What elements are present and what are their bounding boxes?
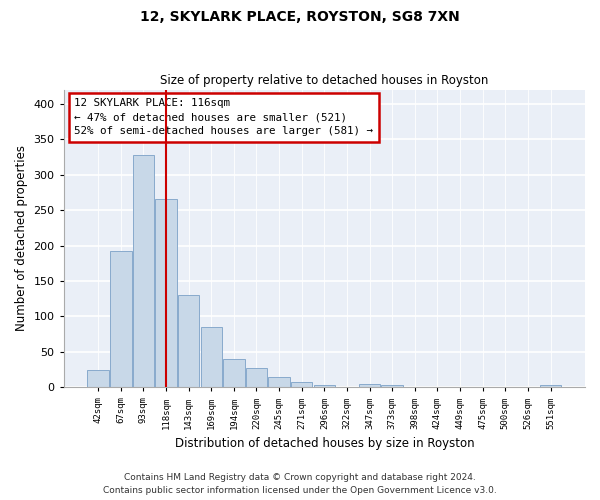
Bar — [268, 378, 290, 388]
Bar — [291, 382, 313, 388]
Bar — [314, 384, 335, 388]
Bar — [155, 200, 177, 388]
Bar — [404, 386, 425, 388]
Text: 12 SKYLARK PLACE: 116sqm
← 47% of detached houses are smaller (521)
52% of semi-: 12 SKYLARK PLACE: 116sqm ← 47% of detach… — [74, 98, 373, 136]
Bar — [133, 155, 154, 388]
Text: Contains HM Land Registry data © Crown copyright and database right 2024.
Contai: Contains HM Land Registry data © Crown c… — [103, 474, 497, 495]
Bar — [178, 295, 199, 388]
Bar — [359, 384, 380, 388]
X-axis label: Distribution of detached houses by size in Royston: Distribution of detached houses by size … — [175, 437, 474, 450]
Bar — [110, 251, 131, 388]
Bar — [200, 327, 222, 388]
Bar — [382, 386, 403, 388]
Y-axis label: Number of detached properties: Number of detached properties — [15, 146, 28, 332]
Bar — [223, 359, 245, 388]
Bar — [88, 370, 109, 388]
Bar — [246, 368, 267, 388]
Text: 12, SKYLARK PLACE, ROYSTON, SG8 7XN: 12, SKYLARK PLACE, ROYSTON, SG8 7XN — [140, 10, 460, 24]
Title: Size of property relative to detached houses in Royston: Size of property relative to detached ho… — [160, 74, 488, 87]
Bar — [540, 386, 562, 388]
